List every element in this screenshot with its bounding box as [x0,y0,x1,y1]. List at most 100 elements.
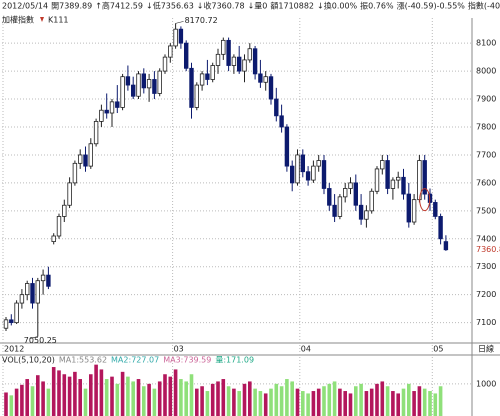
volume-bar [401,388,406,416]
volume-ma: MA1:553.62 [59,356,107,365]
candle-body [316,160,321,167]
volume-bar [126,376,130,416]
volume-bar [391,391,395,416]
candle-body [295,154,300,184]
candle-body [221,39,226,55]
candle-body [274,98,279,117]
candle-body [115,101,120,108]
volume-bar [332,381,337,416]
volume-bar [195,388,199,416]
header-field: 額1710882 [270,1,314,11]
volume-bar [285,379,289,416]
volume-bar [9,395,14,416]
volume-bar [242,383,247,416]
header-field: ↓量0 [248,2,268,11]
volume-bar [258,391,263,416]
volume-bar [51,367,56,416]
candle-body [279,115,284,128]
volume-bar [78,379,82,416]
candle-body [30,283,35,304]
header-field: ↓換0.00% [317,1,358,11]
volume-bar [311,391,316,416]
header-field: ↓低7356.63 [146,1,194,11]
candle-body [183,42,189,69]
volume-bar [279,386,284,416]
candle-body [24,283,30,296]
volume-bar [290,381,294,416]
volume-bar [338,388,342,416]
volume-bar [327,383,332,416]
volume-bar [200,386,204,416]
y-tick-label: 8000 [476,67,496,76]
volume-bar [269,388,273,416]
volume-bar [253,388,257,416]
candle-body [104,109,109,114]
candle-body [443,241,449,251]
volume-bar [412,391,416,416]
candle-body [321,160,327,189]
header-field: 振0.76% [360,1,394,11]
volume-bar [147,383,151,416]
candle-body [99,109,104,122]
volume-bar [295,388,300,416]
volume-bar [359,383,363,416]
candle-body [173,28,178,47]
candle-body [390,179,396,189]
candle-body [109,101,115,114]
candle-body [252,48,258,75]
candle-body [380,160,385,170]
candle-body [40,274,46,282]
volume-bar [396,393,400,416]
candle-body [342,188,348,198]
volume-bar [205,391,210,416]
volume-bar [41,381,45,416]
volume-ma: MA2:727.07 [111,356,159,365]
volume-bar [30,386,35,416]
volume-bar [348,393,353,416]
candle-body [433,202,438,217]
candle-body [332,204,337,217]
volume-bar [157,381,162,416]
candle-body [56,216,62,237]
volume-bar [83,388,88,416]
candle-body [51,235,56,242]
header-field: 開7389.89 [51,2,92,11]
candle-body [401,176,406,195]
candle-body [353,182,358,206]
volume-bar [20,384,24,416]
volume-bar [57,370,61,416]
candle-body [242,59,247,72]
volume-ma: MA3:739.59 [163,356,211,365]
candle-body [125,76,131,86]
y-tick-label: 7400 [476,234,496,243]
marker [40,17,44,22]
volume-bar [232,388,236,416]
x-unit: 日線 [478,344,494,354]
volume-bar [104,379,109,416]
candle-body [438,216,443,240]
index-code: K111 [48,16,69,25]
candle-body [120,76,125,108]
candle-body [93,121,99,145]
candle-body [226,39,231,66]
y-tick-label: 7100 [476,318,496,327]
volume-bar [62,374,67,416]
candle-body [88,143,93,167]
candle-body [395,176,401,181]
volume-bar [14,388,19,416]
candle-body [385,160,390,189]
candle-body [300,154,305,173]
volume-bar [385,386,390,416]
volume-bar [115,383,120,416]
volume-bar [210,383,215,416]
last-price: 7360.8 [476,245,500,254]
y-tick-label: 1000 [476,379,496,388]
annotation: 8170.72 [185,16,218,25]
candle-body [337,196,343,217]
candle-body [14,302,19,324]
volume-bar [354,386,358,416]
volume-bar [422,388,427,416]
volume-bar [4,392,8,416]
candle-body [364,210,369,220]
candle-body [67,182,72,206]
